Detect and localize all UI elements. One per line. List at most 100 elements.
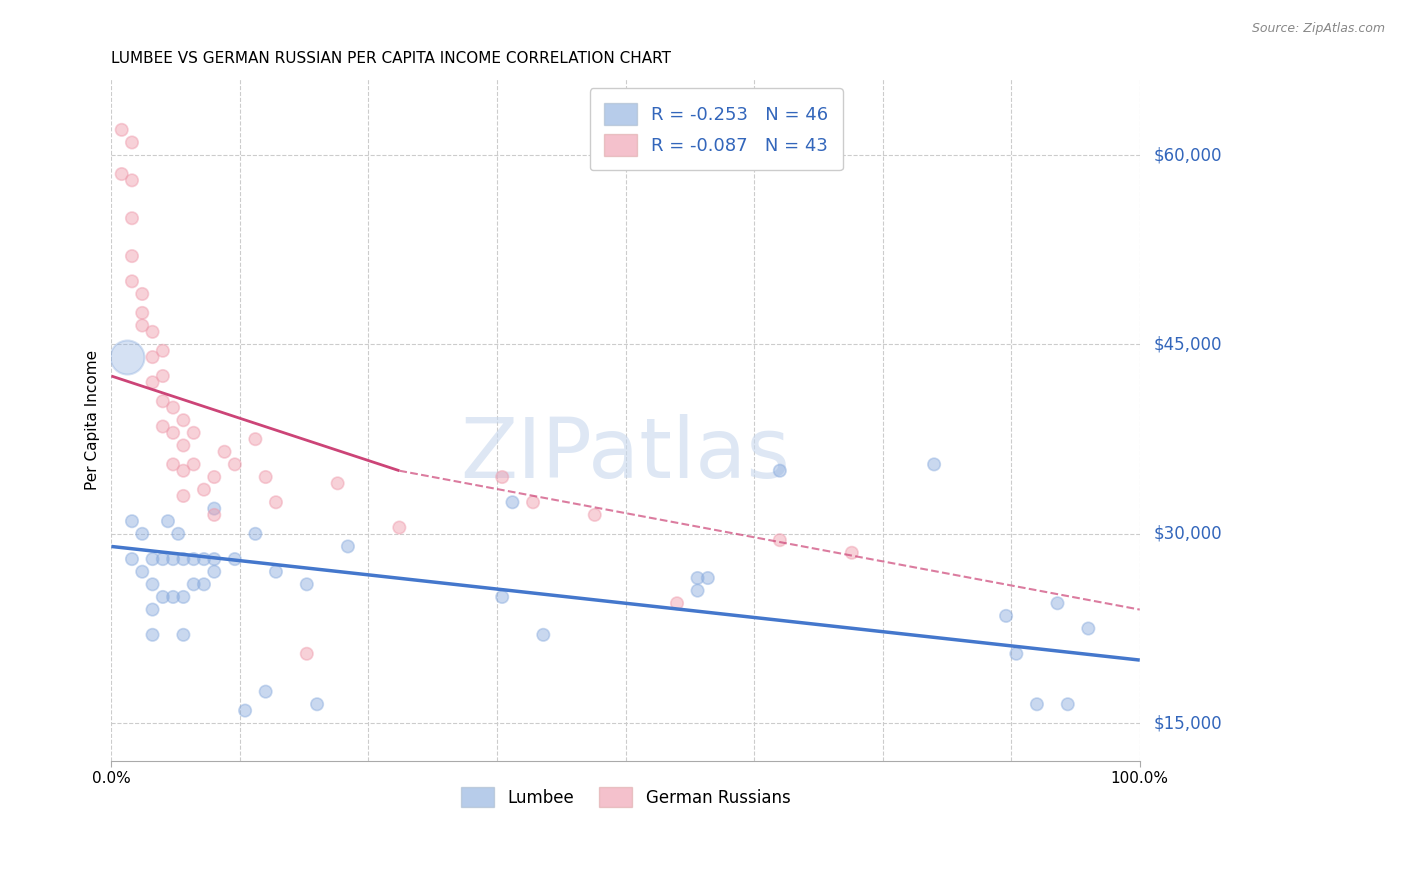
Point bbox=[162, 425, 184, 440]
Point bbox=[202, 501, 225, 516]
Point bbox=[841, 546, 863, 560]
Point bbox=[501, 495, 523, 509]
Point bbox=[583, 508, 606, 522]
Point bbox=[769, 533, 792, 548]
Text: ZIPatlas: ZIPatlas bbox=[461, 414, 790, 495]
Point bbox=[131, 306, 153, 320]
Point bbox=[141, 577, 163, 591]
Point bbox=[193, 483, 215, 497]
Point bbox=[152, 590, 174, 604]
Point bbox=[295, 577, 318, 591]
Point bbox=[141, 628, 163, 642]
Point bbox=[1005, 647, 1028, 661]
Point bbox=[995, 608, 1018, 623]
Point bbox=[167, 526, 190, 541]
Point bbox=[131, 565, 153, 579]
Point bbox=[141, 325, 163, 339]
Point bbox=[121, 274, 143, 288]
Point bbox=[183, 458, 205, 472]
Point bbox=[531, 628, 554, 642]
Point bbox=[172, 628, 194, 642]
Point bbox=[131, 318, 153, 333]
Point bbox=[162, 590, 184, 604]
Point bbox=[666, 596, 689, 610]
Point bbox=[152, 394, 174, 409]
Text: Source: ZipAtlas.com: Source: ZipAtlas.com bbox=[1251, 22, 1385, 36]
Point bbox=[326, 476, 349, 491]
Point bbox=[254, 470, 277, 484]
Point bbox=[522, 495, 544, 509]
Point bbox=[183, 577, 205, 591]
Point bbox=[245, 432, 267, 446]
Point bbox=[1026, 698, 1049, 712]
Point bbox=[233, 704, 256, 718]
Point bbox=[696, 571, 718, 585]
Point bbox=[121, 173, 143, 187]
Point bbox=[202, 470, 225, 484]
Point bbox=[152, 419, 174, 434]
Point bbox=[141, 552, 163, 566]
Point bbox=[141, 350, 163, 364]
Point bbox=[202, 552, 225, 566]
Point bbox=[202, 508, 225, 522]
Point bbox=[111, 167, 134, 181]
Point bbox=[295, 647, 318, 661]
Point bbox=[1056, 698, 1078, 712]
Point bbox=[141, 376, 163, 390]
Text: $60,000: $60,000 bbox=[1154, 146, 1222, 164]
Point bbox=[111, 123, 134, 137]
Point bbox=[193, 552, 215, 566]
Point bbox=[152, 369, 174, 384]
Point bbox=[141, 602, 163, 616]
Point bbox=[172, 438, 194, 452]
Point bbox=[172, 413, 194, 427]
Point bbox=[336, 540, 359, 554]
Point bbox=[172, 590, 194, 604]
Text: $45,000: $45,000 bbox=[1154, 335, 1222, 353]
Point bbox=[172, 489, 194, 503]
Point bbox=[162, 401, 184, 415]
Point bbox=[183, 425, 205, 440]
Point bbox=[121, 136, 143, 150]
Point bbox=[686, 583, 709, 598]
Point bbox=[115, 350, 138, 364]
Point bbox=[131, 287, 153, 301]
Point bbox=[152, 343, 174, 358]
Point bbox=[224, 458, 246, 472]
Point bbox=[1046, 596, 1069, 610]
Point bbox=[183, 552, 205, 566]
Point bbox=[922, 458, 945, 472]
Point bbox=[307, 798, 329, 813]
Point bbox=[264, 495, 287, 509]
Point bbox=[254, 684, 277, 698]
Point bbox=[156, 514, 179, 528]
Legend: Lumbee, German Russians: Lumbee, German Russians bbox=[454, 780, 797, 814]
Point bbox=[686, 571, 709, 585]
Point bbox=[1077, 622, 1099, 636]
Point bbox=[172, 552, 194, 566]
Point bbox=[152, 552, 174, 566]
Point bbox=[162, 458, 184, 472]
Point bbox=[121, 249, 143, 263]
Point bbox=[131, 526, 153, 541]
Point bbox=[162, 552, 184, 566]
Point bbox=[193, 577, 215, 591]
Text: $30,000: $30,000 bbox=[1154, 524, 1222, 543]
Point bbox=[307, 698, 329, 712]
Text: LUMBEE VS GERMAN RUSSIAN PER CAPITA INCOME CORRELATION CHART: LUMBEE VS GERMAN RUSSIAN PER CAPITA INCO… bbox=[111, 51, 672, 66]
Point bbox=[121, 514, 143, 528]
Y-axis label: Per Capita Income: Per Capita Income bbox=[86, 351, 100, 491]
Point bbox=[264, 565, 287, 579]
Text: $15,000: $15,000 bbox=[1154, 714, 1222, 732]
Point bbox=[172, 464, 194, 478]
Point bbox=[224, 552, 246, 566]
Point bbox=[491, 470, 513, 484]
Point bbox=[388, 520, 411, 534]
Point bbox=[491, 590, 513, 604]
Point bbox=[121, 552, 143, 566]
Point bbox=[214, 444, 236, 458]
Point bbox=[769, 464, 792, 478]
Point bbox=[202, 565, 225, 579]
Point bbox=[245, 526, 267, 541]
Point bbox=[121, 211, 143, 226]
